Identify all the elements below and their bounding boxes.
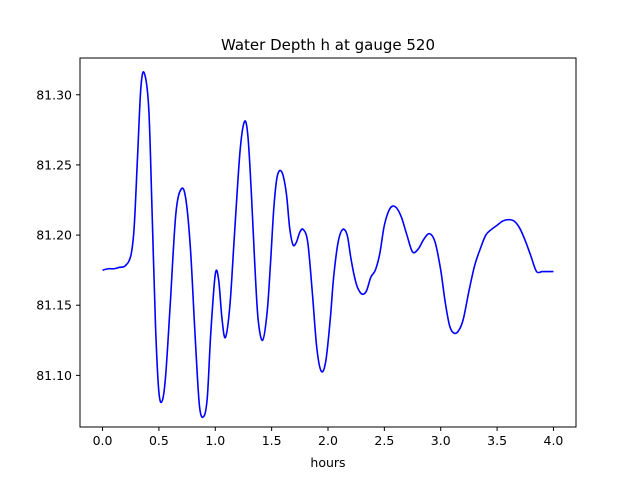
y-tick-label: 81.30: [36, 87, 72, 102]
x-axis-ticks: 0.0 0.5 1.0 1.5 2.0 2.5 3.0 3.5 4.0: [93, 427, 564, 448]
y-tick-label: 81.25: [36, 157, 72, 172]
y-tick-label: 81.20: [36, 228, 72, 243]
x-tick-label: 1.5: [262, 433, 282, 448]
x-tick-label: 2.5: [374, 433, 394, 448]
x-tick-label: 3.5: [487, 433, 507, 448]
plot-frame: [79, 57, 577, 428]
y-tick-label: 81.15: [36, 298, 72, 313]
series-line: [102, 71, 554, 419]
x-tick-label: 2.0: [318, 433, 338, 448]
x-tick-label: 0.5: [149, 433, 169, 448]
x-tick-label: 1.0: [205, 433, 225, 448]
x-tick-label: 3.0: [431, 433, 451, 448]
x-tick-label: 0.0: [93, 433, 113, 448]
x-axis-title: hours: [310, 455, 345, 470]
chart-title: Water Depth h at gauge 520: [221, 36, 435, 54]
x-tick-label: 4.0: [544, 433, 564, 448]
plot-area: [102, 71, 554, 419]
y-axis-ticks: 81.10 81.15 81.20 81.25 81.30: [36, 87, 80, 383]
y-tick-label: 81.10: [36, 368, 72, 383]
